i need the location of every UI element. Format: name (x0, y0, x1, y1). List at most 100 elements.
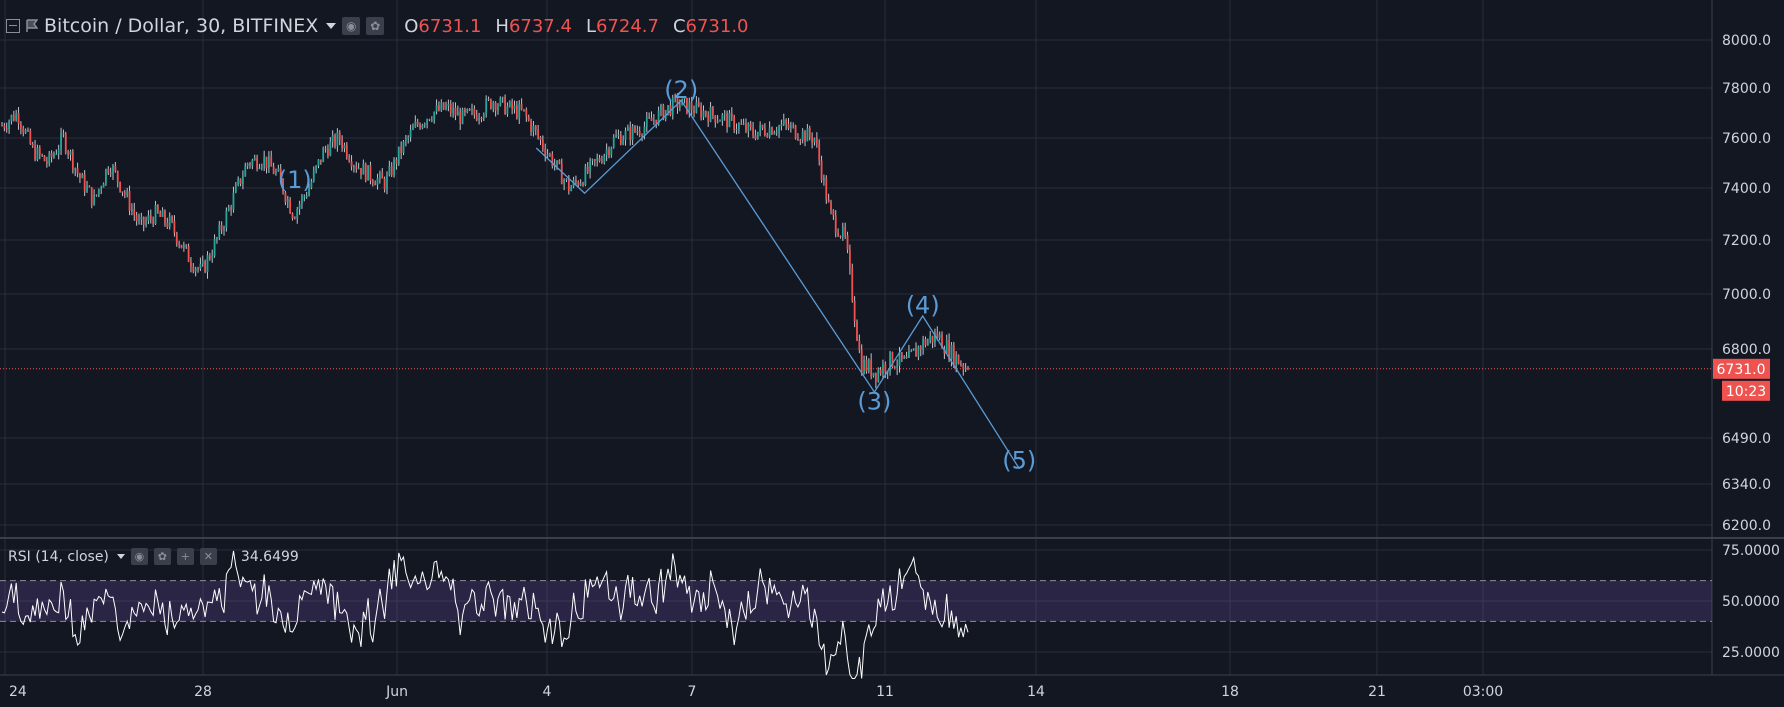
candle-body (147, 215, 150, 221)
candle-body (53, 154, 55, 158)
candle-body (660, 105, 662, 111)
candle-body (317, 159, 320, 166)
candle-body (586, 166, 589, 173)
candle-body (83, 174, 86, 192)
candle-body (109, 172, 112, 175)
candle-body (237, 178, 240, 185)
candle-body (648, 117, 651, 119)
candle-body (721, 114, 724, 121)
candle-body (745, 123, 747, 132)
candle-body (889, 352, 891, 372)
collapse-icon[interactable] (6, 19, 20, 33)
candle-body (567, 178, 570, 191)
flag-icon[interactable] (26, 19, 38, 33)
price-tick-label: 7800.0 (1722, 81, 1771, 97)
time-tick-label: 18 (1221, 684, 1239, 700)
close-icon[interactable]: ✕ (199, 548, 217, 565)
candle-body (383, 178, 386, 190)
candle-body (683, 97, 686, 99)
candle-body (260, 165, 263, 168)
candle-body (589, 160, 592, 173)
wave-label: (2) (664, 76, 698, 104)
candle-body (534, 125, 537, 130)
gear-icon[interactable]: ✿ (366, 17, 385, 35)
candle-body (171, 216, 173, 221)
candle-body (707, 114, 710, 122)
candle-body (723, 113, 726, 115)
price-tick-label: 7400.0 (1722, 181, 1771, 197)
plus-icon[interactable]: + (176, 548, 194, 565)
candle-body (159, 212, 162, 217)
candle-body (834, 215, 837, 233)
candle-body (421, 124, 424, 129)
chevron-down-icon[interactable] (116, 554, 125, 559)
candle-body (251, 160, 254, 166)
candle-body (558, 160, 561, 164)
candle-body (837, 232, 839, 237)
gear-icon[interactable]: ✿ (153, 548, 171, 565)
eye-icon[interactable]: ◉ (130, 548, 148, 565)
candle-body (454, 107, 457, 116)
candle-body (515, 105, 518, 118)
candle-body (839, 236, 842, 238)
candle-body (811, 136, 814, 143)
candle-body (62, 133, 65, 135)
candle-body (12, 115, 15, 121)
candle-body (955, 354, 958, 366)
candle-body (919, 346, 922, 350)
candle-body (81, 174, 84, 179)
candle-body (242, 176, 244, 185)
candle-body (612, 137, 615, 148)
eye-icon[interactable]: ◉ (342, 17, 361, 35)
rsi-tick-label: 75.0000 (1722, 543, 1780, 559)
candle-body (69, 151, 72, 155)
candle-body (364, 163, 367, 181)
candle-body (178, 243, 181, 245)
candle-body (900, 352, 903, 359)
rsi-header: RSI (14, close) ◉ ✿ + ✕ 34.6499 (8, 548, 299, 565)
candle-body (749, 123, 752, 128)
candles (1, 93, 969, 389)
candle-body (797, 138, 799, 141)
candle-body (584, 166, 587, 186)
chart-header: Bitcoin / Dollar, 30, BITFINEX ◉ ✿ O6731… (6, 12, 749, 40)
candle-body (527, 116, 530, 121)
candle-body (64, 133, 67, 153)
candle-body (634, 126, 636, 132)
candle-body (168, 216, 171, 227)
candle-body (768, 127, 771, 137)
candle-body (778, 126, 780, 133)
candle-body (950, 344, 953, 360)
candle-body (459, 111, 462, 124)
candle-body (50, 153, 53, 158)
candle-body (272, 166, 275, 174)
candle-body (780, 124, 783, 127)
chevron-down-icon[interactable] (326, 23, 337, 29)
candle-body (676, 96, 679, 108)
candle-body (688, 102, 691, 114)
candle-body (95, 194, 98, 196)
candle-body (126, 191, 129, 195)
candle-body (468, 108, 471, 111)
wave-label: (3) (857, 387, 891, 415)
candle-body (345, 144, 348, 158)
candle-body (438, 105, 440, 111)
candle-body (27, 130, 29, 132)
candle-body (910, 350, 913, 352)
candle-body (319, 159, 322, 162)
candle-body (149, 215, 152, 219)
candle-body (742, 123, 745, 125)
rsi-label[interactable]: RSI (14, close) (8, 548, 109, 565)
candle-body (615, 135, 617, 138)
candle-body (497, 105, 499, 111)
candle-body (353, 166, 355, 168)
candle-body (45, 161, 48, 164)
candle-body (759, 125, 762, 132)
candle-body (100, 187, 103, 189)
price-tick-label: 6490.0 (1722, 431, 1771, 447)
candle-body (86, 186, 88, 192)
symbol-title[interactable]: Bitcoin / Dollar, 30, BITFINEX (44, 15, 319, 37)
candle-body (123, 192, 126, 195)
candle-body (622, 139, 625, 145)
